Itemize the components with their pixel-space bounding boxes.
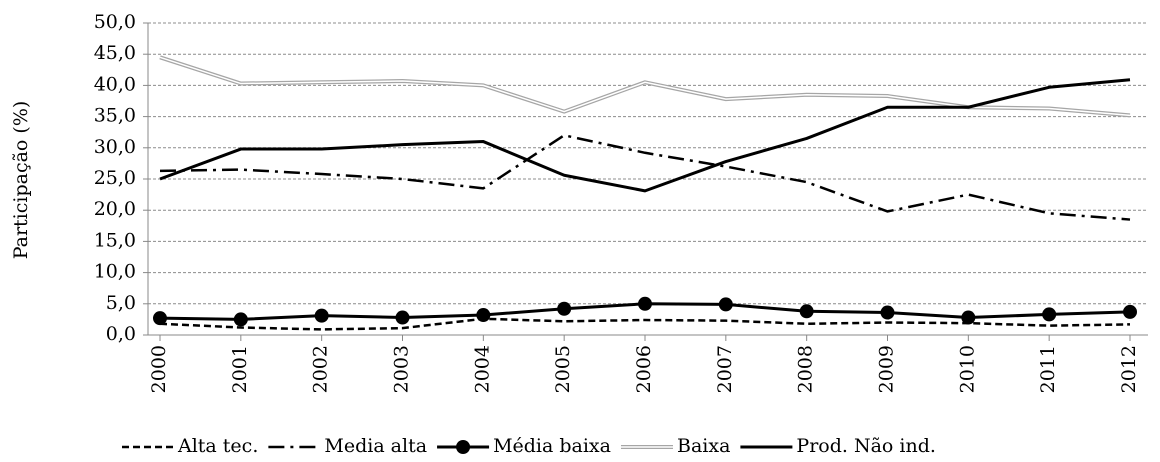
- legend-label: Media alta: [324, 435, 427, 457]
- y-tick-label: 10,0: [94, 261, 136, 283]
- x-tick-label: 2005: [552, 345, 574, 393]
- x-tick-label: 2010: [956, 345, 978, 393]
- series-line: [159, 78, 1131, 193]
- x-tick-label: 2003: [391, 345, 413, 393]
- marker: [1123, 304, 1137, 319]
- y-tick-label: 0,0: [106, 323, 136, 345]
- legend-marker: [456, 440, 471, 454]
- y-axis-label: Participação (%): [10, 101, 32, 260]
- y-tick-label: 30,0: [94, 136, 136, 158]
- x-tick-label: 2008: [795, 345, 817, 393]
- marker: [153, 311, 167, 326]
- marker: [233, 312, 248, 327]
- legend-label: Baixa: [677, 435, 730, 457]
- y-tick-label: 40,0: [94, 73, 136, 95]
- marker: [638, 296, 652, 311]
- x-tick-label: 2001: [229, 345, 251, 393]
- series-line: [159, 134, 1131, 221]
- y-tick-label: 35,0: [94, 105, 136, 127]
- marker: [476, 308, 491, 323]
- marker: [395, 310, 410, 325]
- marker: [314, 308, 329, 323]
- y-tick-label: 50,0: [94, 11, 136, 33]
- legend-label: Alta tec.: [177, 435, 258, 457]
- x-tick-label: 2002: [310, 345, 332, 393]
- y-tick-label: 25,0: [94, 167, 136, 189]
- marker: [799, 304, 814, 319]
- marker: [718, 297, 733, 312]
- y-tick-label: 5,0: [106, 292, 136, 314]
- y-tick-label: 15,0: [94, 229, 136, 251]
- y-tick-label: 45,0: [94, 42, 136, 64]
- y-tick-label: 20,0: [94, 198, 136, 220]
- x-tick-label: 2000: [148, 345, 170, 393]
- x-tick-label: 2007: [714, 345, 736, 393]
- legend-label: Média baixa: [493, 435, 611, 457]
- x-tick-label: 2011: [1037, 345, 1059, 393]
- series-line: [159, 317, 1131, 331]
- marker: [557, 301, 572, 316]
- marker: [1042, 307, 1057, 322]
- marker: [880, 305, 895, 320]
- legend-label: Prod. Não ind.: [796, 435, 936, 457]
- x-tick-label: 2006: [633, 345, 655, 393]
- x-tick-label: 2004: [471, 345, 493, 393]
- series-line: [159, 55, 1131, 118]
- marker: [961, 310, 976, 325]
- x-tick-label: 2012: [1118, 345, 1140, 393]
- x-tick-label: 2009: [876, 345, 898, 393]
